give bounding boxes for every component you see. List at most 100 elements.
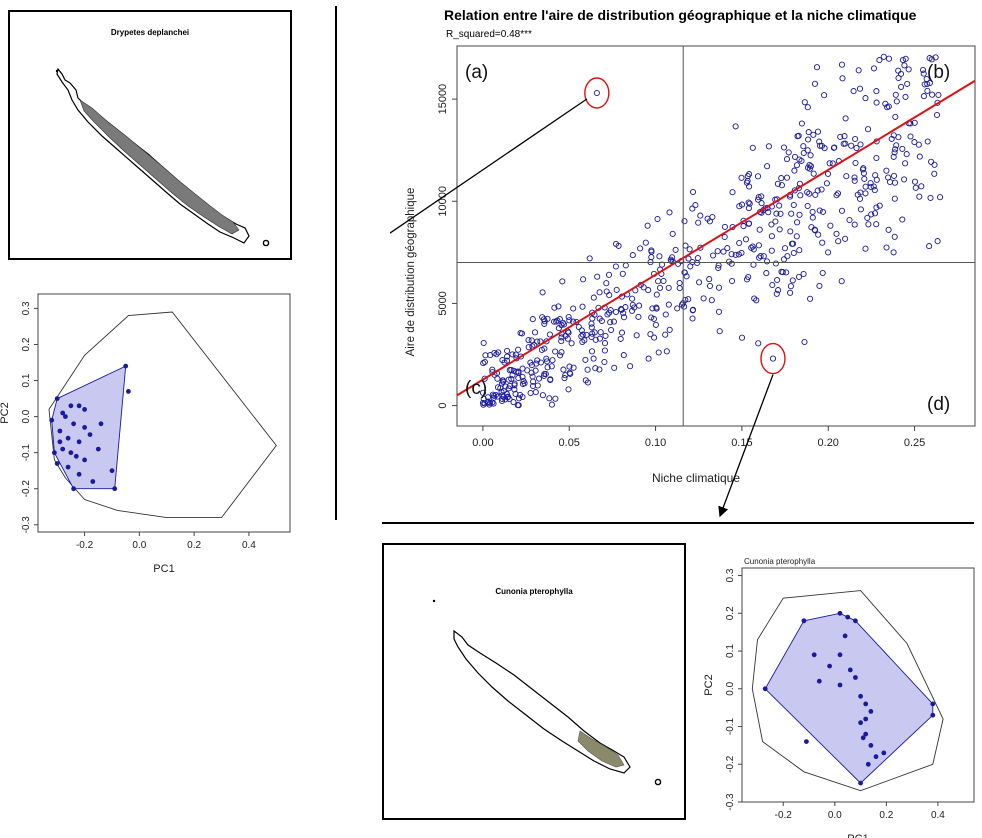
data-point bbox=[818, 186, 825, 193]
y-tick-label: 5000 bbox=[437, 291, 449, 315]
data-point bbox=[793, 162, 800, 169]
data-point bbox=[566, 363, 573, 370]
data-point bbox=[763, 270, 770, 277]
data-point bbox=[594, 273, 601, 280]
data-point bbox=[582, 356, 589, 363]
data-point bbox=[558, 338, 565, 345]
data-point bbox=[901, 62, 908, 69]
pca-point bbox=[801, 618, 807, 624]
data-point bbox=[795, 273, 803, 280]
islet-icon bbox=[55, 69, 59, 73]
data-point bbox=[898, 83, 905, 90]
data-point bbox=[755, 194, 762, 201]
data-point bbox=[581, 337, 588, 344]
data-point bbox=[841, 133, 848, 140]
data-point bbox=[481, 375, 488, 382]
data-point bbox=[805, 129, 812, 136]
pca-point bbox=[109, 468, 115, 474]
map-cunonia-title: Cunonia pterophylla bbox=[495, 587, 573, 596]
data-point bbox=[902, 93, 909, 100]
data-point bbox=[519, 365, 526, 372]
data-point bbox=[555, 303, 562, 310]
pca-point bbox=[60, 446, 66, 452]
data-point bbox=[883, 244, 890, 251]
data-point bbox=[570, 364, 577, 371]
data-point bbox=[807, 152, 814, 159]
data-point bbox=[740, 223, 747, 230]
data-point bbox=[515, 402, 522, 409]
pca-point bbox=[858, 780, 863, 786]
data-point bbox=[687, 263, 694, 270]
pca-point bbox=[930, 701, 936, 707]
y-tick-label: 0.2 bbox=[725, 606, 736, 620]
data-point bbox=[617, 335, 624, 342]
data-point bbox=[857, 206, 864, 213]
data-point bbox=[669, 254, 676, 261]
data-point bbox=[810, 170, 817, 177]
data-point bbox=[933, 111, 941, 119]
data-point bbox=[480, 395, 487, 402]
data-point bbox=[511, 380, 518, 387]
pca-point bbox=[873, 754, 879, 760]
data-point bbox=[534, 338, 541, 345]
data-point bbox=[837, 133, 844, 140]
data-point bbox=[492, 391, 499, 399]
data-point bbox=[931, 161, 938, 168]
data-point bbox=[589, 315, 596, 322]
data-point bbox=[706, 276, 713, 283]
data-point bbox=[606, 292, 613, 299]
data-point bbox=[773, 210, 780, 217]
data-point bbox=[873, 154, 880, 162]
x-tick-label: -0.2 bbox=[76, 540, 94, 551]
data-point bbox=[893, 98, 900, 105]
data-point bbox=[772, 260, 779, 267]
data-point bbox=[732, 251, 739, 258]
vertical-divider bbox=[335, 6, 337, 520]
data-point bbox=[754, 173, 762, 180]
data-point bbox=[602, 332, 609, 339]
data-point bbox=[539, 392, 546, 399]
data-point bbox=[481, 358, 488, 366]
data-point bbox=[892, 146, 899, 153]
data-point bbox=[924, 138, 931, 145]
y-tick-label: 10000 bbox=[437, 186, 449, 217]
data-point bbox=[565, 313, 572, 321]
data-point bbox=[556, 316, 563, 323]
data-point bbox=[892, 113, 899, 120]
plot-frame bbox=[37, 293, 291, 533]
data-point bbox=[510, 399, 517, 406]
data-point bbox=[834, 190, 842, 197]
pca-point bbox=[804, 739, 809, 744]
data-point bbox=[497, 385, 504, 392]
data-point bbox=[653, 305, 660, 312]
data-point bbox=[695, 219, 702, 226]
data-point bbox=[758, 193, 765, 200]
data-point bbox=[915, 141, 922, 148]
outer-hull bbox=[751, 590, 944, 792]
data-point bbox=[629, 252, 636, 259]
data-point bbox=[503, 357, 511, 364]
data-point bbox=[891, 195, 898, 202]
data-point bbox=[778, 175, 785, 182]
plot-frame bbox=[456, 45, 976, 427]
data-point bbox=[584, 366, 591, 373]
data-point bbox=[862, 190, 869, 197]
data-point bbox=[935, 91, 942, 99]
data-points bbox=[479, 53, 944, 409]
data-point bbox=[551, 318, 558, 325]
data-point bbox=[528, 337, 535, 344]
data-point bbox=[647, 331, 654, 338]
data-point bbox=[861, 175, 868, 182]
data-point bbox=[558, 334, 565, 341]
data-point bbox=[559, 278, 566, 285]
pca-point bbox=[73, 453, 79, 459]
data-point bbox=[653, 291, 660, 298]
y-tick-label: -0.1 bbox=[21, 444, 32, 462]
data-point bbox=[791, 153, 799, 160]
data-point bbox=[873, 88, 880, 95]
data-point bbox=[529, 316, 536, 323]
data-point bbox=[697, 244, 704, 251]
data-point bbox=[736, 203, 743, 210]
data-point bbox=[924, 80, 931, 88]
data-point bbox=[721, 223, 728, 230]
